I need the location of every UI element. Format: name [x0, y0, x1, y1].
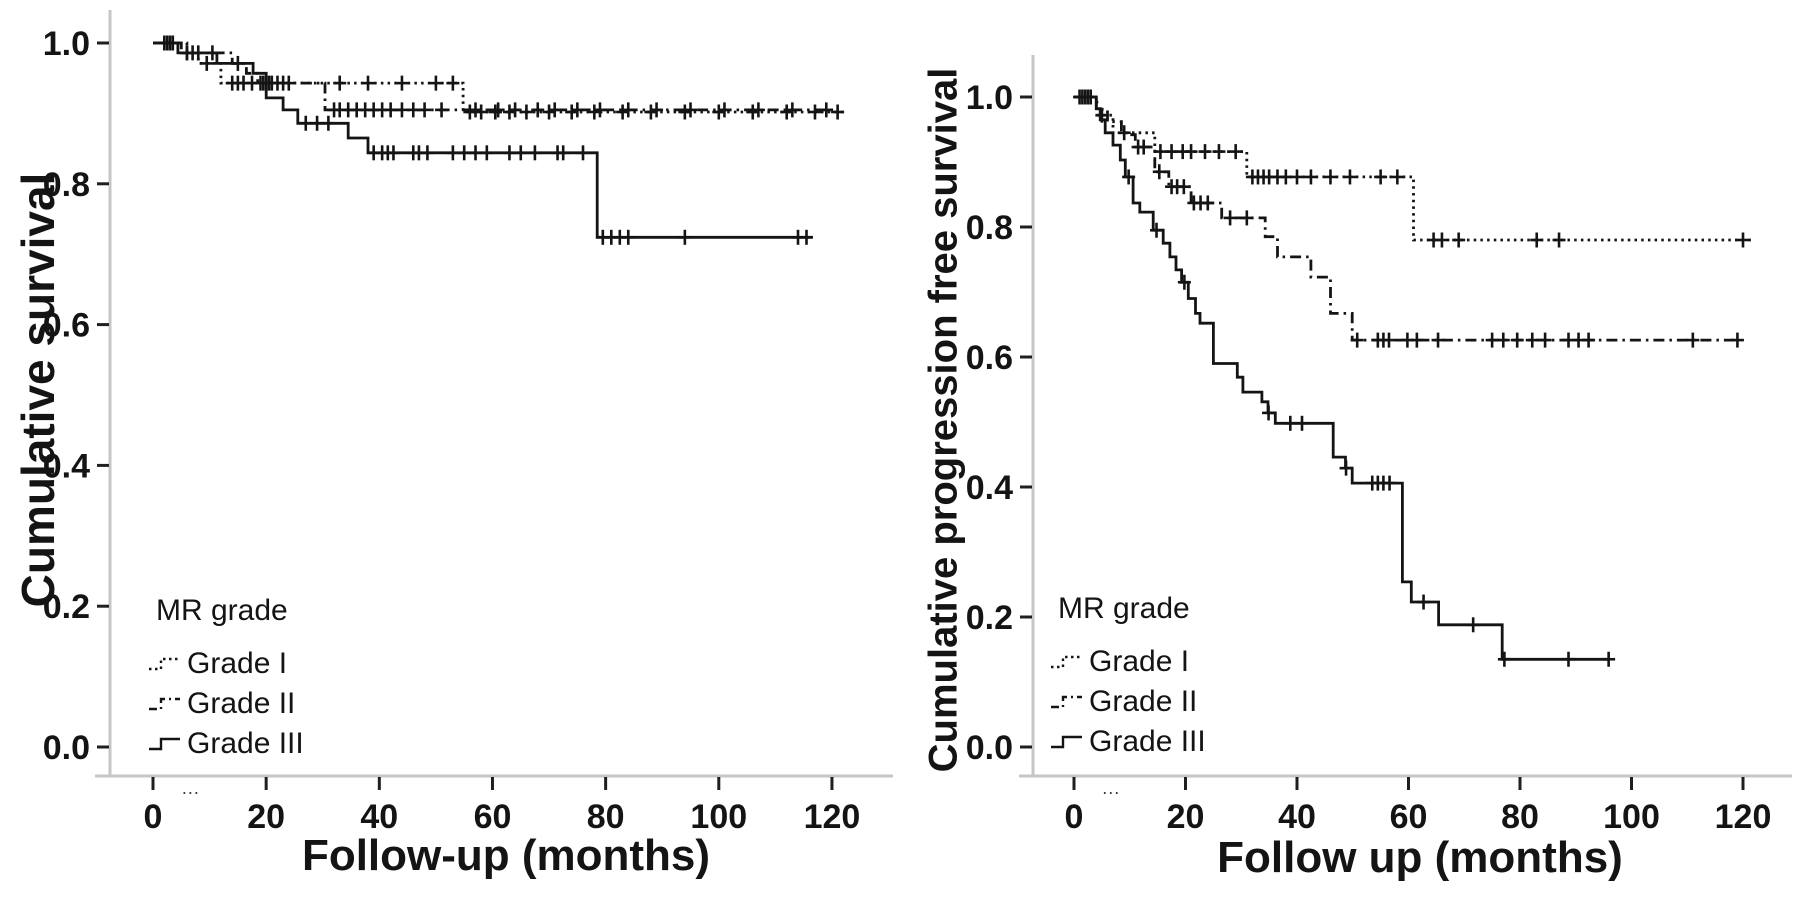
- dotted-line-sample-icon: [149, 657, 180, 671]
- svg-text:40: 40: [360, 798, 398, 836]
- svg-text:0.6: 0.6: [43, 307, 90, 345]
- svg-text:0: 0: [1065, 798, 1084, 836]
- svg-text:80: 80: [587, 798, 625, 836]
- left-legend-item-grade-iii: Grade III: [148, 724, 304, 764]
- svg-text:···: ···: [181, 782, 199, 802]
- left-curve-grade-i: [153, 41, 844, 114]
- right-censor-marks-grade-iii: [1075, 89, 1616, 667]
- left-legend-item-grade-ii: Grade II: [148, 684, 304, 724]
- svg-text:1.0: 1.0: [43, 25, 90, 63]
- svg-text:0.0: 0.0: [43, 729, 90, 767]
- svg-text:100: 100: [690, 798, 747, 836]
- right-censor-marks-grade-ii: [1131, 139, 1744, 348]
- svg-text:60: 60: [1390, 798, 1428, 836]
- plot-left: 0.0 0.2 0.4 0.6 0.8 1.0 0 20 40 60 80 100 120 ···: [43, 10, 893, 836]
- right-y-axis-title: Cumulative progression free survival: [921, 67, 966, 773]
- right-axis-artifact: ···: [1102, 782, 1120, 802]
- svg-text:···: ···: [1102, 782, 1120, 802]
- right-x-axis-title: Follow up (months): [1217, 833, 1623, 882]
- svg-text:0.8: 0.8: [43, 166, 90, 204]
- legend-label: Grade II: [1089, 685, 1198, 718]
- legend-label: Grade III: [187, 727, 304, 760]
- legend-label: Grade II: [187, 687, 296, 720]
- legend-label: Grade I: [1089, 645, 1190, 678]
- solid-line-sample-icon: [1051, 735, 1082, 749]
- plot-right: 0.0 0.2 0.4 0.6 0.8 1.0 0 20 40 60 80 100 120 ···: [966, 55, 1792, 836]
- left-legend-title: MR grade: [156, 594, 288, 627]
- right-y-ticks: 0.0 0.2 0.4 0.6 0.8 1.0: [966, 79, 1032, 767]
- right-curve-grade-iii: [1074, 95, 1610, 661]
- svg-text:40: 40: [1278, 798, 1316, 836]
- left-y-axis-title: Cumulative survival: [12, 172, 64, 608]
- dashdot-line-sample-icon: [149, 697, 180, 711]
- svg-text:0.8: 0.8: [966, 209, 1013, 247]
- left-x-axis-title: Follow-up (months): [301, 831, 711, 880]
- dashdot-line-sample-icon: [1051, 695, 1082, 709]
- dotted-line-sample-icon: [1051, 655, 1082, 669]
- right-legend-title: MR grade: [1058, 592, 1190, 625]
- right-legend-item-grade-i: Grade I: [1050, 642, 1206, 682]
- svg-text:20: 20: [247, 798, 285, 836]
- svg-text:0.4: 0.4: [966, 469, 1013, 507]
- svg-text:80: 80: [1501, 798, 1539, 836]
- right-curve-grade-ii: [1074, 95, 1738, 342]
- svg-text:60: 60: [474, 798, 512, 836]
- right-legend-item-grade-ii: Grade II: [1050, 682, 1206, 722]
- legend-label: Grade III: [1089, 725, 1206, 758]
- svg-text:120: 120: [1715, 798, 1772, 836]
- solid-line-sample-icon: [149, 737, 180, 751]
- svg-text:100: 100: [1603, 798, 1660, 836]
- svg-text:20: 20: [1167, 798, 1205, 836]
- left-x-ticks: 0 20 40 60 80 100 120: [144, 777, 861, 836]
- right-curve-grade-i: [1074, 95, 1755, 242]
- right-legend-item-grade-iii: Grade III: [1050, 722, 1206, 762]
- svg-text:0.2: 0.2: [966, 599, 1013, 637]
- left-legend-item-grade-i: Grade I: [148, 644, 304, 684]
- svg-text:0.4: 0.4: [43, 447, 90, 485]
- svg-text:120: 120: [804, 798, 861, 836]
- left-censor-marks-grade-iii: [157, 35, 813, 245]
- svg-text:1.0: 1.0: [966, 79, 1013, 117]
- right-legend: MR grade Grade I Grade II Grade III: [1050, 592, 1206, 762]
- svg-text:0.2: 0.2: [43, 588, 90, 626]
- svg-text:0.0: 0.0: [966, 729, 1013, 767]
- left-curve-grade-iii: [153, 41, 813, 239]
- legend-label: Grade I: [187, 647, 288, 680]
- left-curve-grade-ii: [153, 41, 838, 112]
- right-censor-marks-grade-i: [1073, 89, 1750, 248]
- left-y-ticks: 0.0 0.2 0.4 0.6 0.8 1.0: [43, 25, 109, 767]
- left-legend: MR grade Grade I Grade II Grade III: [148, 594, 304, 764]
- svg-text:0: 0: [144, 798, 163, 836]
- svg-text:0.6: 0.6: [966, 339, 1013, 377]
- left-axis-artifact: ···: [181, 782, 199, 802]
- right-x-ticks: 0 20 40 60 80 100 120: [1065, 777, 1772, 836]
